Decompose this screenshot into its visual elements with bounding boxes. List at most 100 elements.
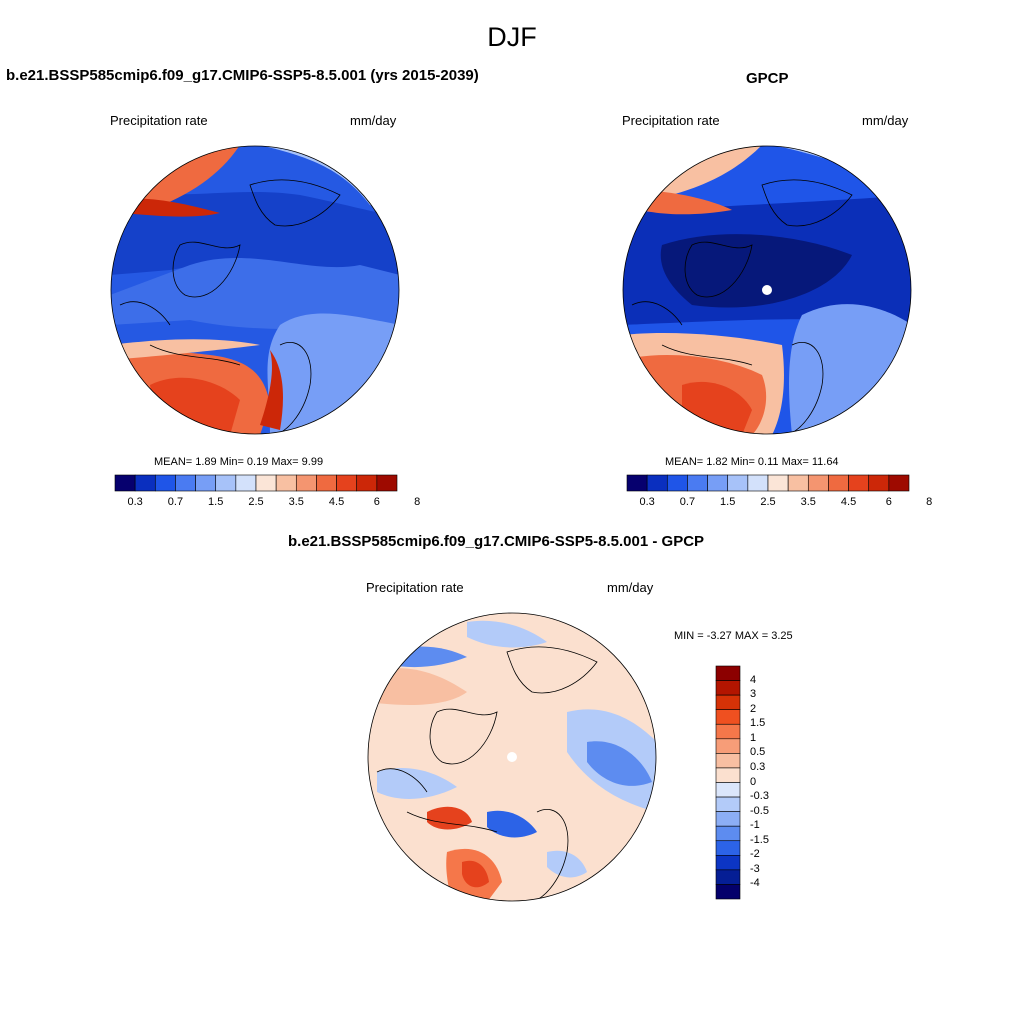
- colorbar-swatch: [868, 474, 890, 492]
- panel-2-colorbar: [626, 474, 910, 492]
- colorbar-swatch: [114, 474, 136, 492]
- map-region: [267, 313, 399, 434]
- panel-3-polar-map: [367, 612, 657, 902]
- panel-2-title: GPCP: [746, 70, 789, 87]
- colorbar-swatch: [154, 474, 176, 492]
- colorbar-swatch: [888, 474, 910, 492]
- panel-1-units-label: mm/day: [350, 113, 397, 128]
- map-region: [547, 850, 587, 878]
- colorbar-tick-label: -0.5: [750, 804, 769, 817]
- colorbar-swatch: [807, 474, 829, 492]
- colorbar-tick-label: 0.3: [127, 496, 143, 508]
- colorbar-tick-label: 3.5: [288, 496, 304, 508]
- colorbar-tick-label: 1.5: [208, 496, 224, 508]
- colorbar-swatch: [727, 474, 749, 492]
- colorbar-tick-label: -3: [750, 862, 760, 875]
- map-region: [789, 304, 911, 434]
- colorbar-swatch: [715, 723, 741, 740]
- colorbar-swatch: [767, 474, 789, 492]
- colorbar-swatch: [275, 474, 297, 492]
- main-title: DJF: [487, 22, 537, 52]
- colorbar-tick-label: 0.7: [679, 496, 696, 508]
- colorbar-swatch: [195, 474, 217, 492]
- map-region: [462, 860, 489, 888]
- map-region: [660, 234, 852, 308]
- colorbar-swatch: [715, 680, 741, 696]
- colorbar-tick-label: 2.5: [248, 496, 264, 508]
- colorbar-swatch: [828, 474, 849, 492]
- panel-2-polar-map: [622, 145, 912, 435]
- colorbar-swatch: [336, 474, 358, 492]
- panel-3-title: b.e21.BSSP585cmip6.f09_g17.CMIP6-SSP5-8.…: [288, 533, 705, 550]
- pole-marker: [507, 752, 517, 762]
- colorbar-swatch: [715, 825, 741, 842]
- colorbar-tick-label: -4: [750, 877, 760, 890]
- colorbar-swatch: [715, 840, 741, 856]
- panel-1-variable-label: Precipitation rate: [110, 113, 208, 128]
- map-region: [587, 741, 652, 786]
- colorbar-swatch: [715, 665, 741, 681]
- panel-3-stats: MIN = -3.27 MAX = 3.25: [674, 630, 793, 642]
- colorbar-tick-label: 8: [414, 496, 421, 508]
- colorbar-swatch: [687, 474, 708, 492]
- colorbar-swatch: [715, 767, 741, 783]
- map-region: [260, 350, 283, 430]
- colorbar-tick-label: 6: [373, 496, 380, 508]
- colorbar-tick-label: 4: [750, 673, 757, 686]
- colorbar-tick-label: 0: [750, 775, 757, 788]
- colorbar-swatch: [316, 474, 337, 492]
- colorbar-swatch: [175, 474, 196, 492]
- colorbar-tick-label: 0.5: [750, 746, 766, 759]
- colorbar-tick-label: 4.5: [840, 496, 857, 508]
- colorbar-swatch: [715, 869, 741, 885]
- colorbar-tick-label: 2.5: [760, 496, 776, 508]
- panel-2-stats: MEAN= 1.82 Min= 0.11 Max= 11.64: [665, 456, 839, 468]
- colorbar-swatch: [356, 474, 378, 492]
- colorbar-tick-label: 1: [750, 731, 757, 744]
- colorbar-tick-label: 6: [885, 496, 892, 508]
- colorbar-tick-label: -1: [750, 819, 760, 832]
- colorbar-tick-label: 2: [750, 702, 757, 715]
- colorbar-swatch: [295, 474, 317, 492]
- colorbar-swatch: [787, 474, 809, 492]
- map-region: [111, 339, 260, 360]
- colorbar-swatch: [848, 474, 870, 492]
- colorbar-tick-label: 0.3: [750, 760, 766, 773]
- panel-1-stats: MEAN= 1.89 Min= 0.19 Max= 9.99: [154, 456, 324, 468]
- colorbar-tick-label: 4.5: [328, 496, 345, 508]
- colorbar-tick-label: 3.5: [800, 496, 816, 508]
- panel-2-units-label: mm/day: [862, 113, 909, 128]
- map-region: [120, 198, 220, 217]
- panel-3-units-label: mm/day: [607, 580, 654, 595]
- colorbar-swatch: [715, 811, 741, 827]
- colorbar-swatch: [376, 474, 398, 492]
- colorbar-tick-label: 0.3: [639, 496, 655, 508]
- colorbar-swatch: [715, 694, 741, 710]
- colorbar-swatch: [646, 474, 668, 492]
- colorbar-swatch: [715, 738, 741, 754]
- map-region: [467, 620, 547, 648]
- colorbar-tick-label: 3: [750, 688, 757, 701]
- colorbar-tick-label: -1.5: [750, 833, 769, 846]
- panel-2-variable-label: Precipitation rate: [622, 113, 720, 128]
- colorbar-swatch: [235, 474, 257, 492]
- colorbar-swatch: [715, 796, 741, 812]
- colorbar-swatch: [134, 474, 156, 492]
- map-region: [377, 767, 457, 799]
- map-region: [427, 806, 472, 830]
- colorbar-swatch: [215, 474, 237, 492]
- colorbar-swatch: [255, 474, 277, 492]
- colorbar-tick-label: -2: [750, 848, 760, 861]
- panel-1-polar-map: [110, 145, 400, 435]
- colorbar-swatch: [715, 753, 741, 769]
- colorbar-swatch: [707, 474, 729, 492]
- colorbar-swatch: [715, 782, 741, 798]
- colorbar-tick-label: 1.5: [720, 496, 736, 508]
- colorbar-tick-label: 0.7: [167, 496, 184, 508]
- colorbar-swatch: [747, 474, 769, 492]
- pole-marker: [762, 285, 772, 295]
- panel-3-variable-label: Precipitation rate: [366, 580, 464, 595]
- colorbar-swatch: [715, 884, 741, 900]
- colorbar-swatch: [626, 474, 648, 492]
- colorbar-tick-label: -0.3: [750, 790, 769, 803]
